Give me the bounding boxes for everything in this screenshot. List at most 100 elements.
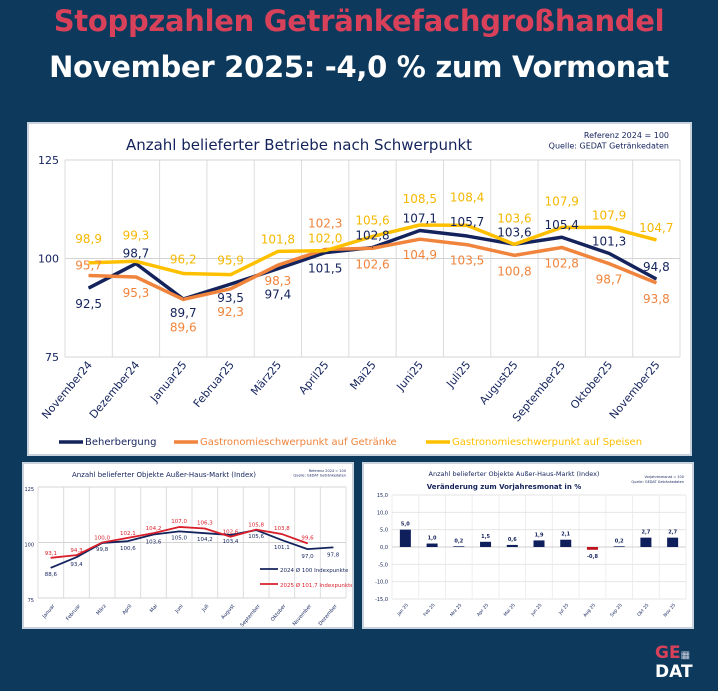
- data-point: [230, 274, 232, 276]
- y-tick-label: 100: [38, 253, 59, 266]
- data-label: 101,8: [261, 232, 295, 246]
- data-label: 94,8: [643, 260, 670, 274]
- data-label: 5,0: [401, 522, 410, 528]
- data-point: [135, 263, 137, 265]
- data-label: 103,6: [497, 211, 531, 225]
- page-subtitle: November 2025: -4,0 % zum Vormonat: [49, 50, 669, 84]
- chart-source: Quelle: GEDAT Getränkedaten: [631, 480, 684, 484]
- data-label: 102,3: [308, 216, 342, 230]
- data-point: [281, 533, 283, 535]
- data-label: 92,3: [217, 305, 244, 319]
- data-label: 103,5: [450, 254, 484, 268]
- data-label: 96,2: [170, 252, 197, 266]
- y-tick-label: 5,0: [380, 528, 388, 534]
- page-title: Stoppzahlen Getränkefachgroßhandel: [53, 4, 665, 38]
- data-label: 101,1: [274, 545, 290, 551]
- data-point: [372, 246, 373, 248]
- x-tick-label: Aug 25: [582, 602, 597, 618]
- chart-subtitle: Veränderung zum Vorjahresmonat in %: [427, 483, 582, 491]
- data-point: [307, 542, 308, 544]
- legend-label: Gastronomieschwerpunkt auf Getränke: [200, 437, 397, 448]
- data-point: [466, 235, 468, 237]
- data-point: [127, 537, 129, 539]
- x-tick-label: Nov 25: [662, 602, 677, 618]
- data-point: [277, 264, 279, 266]
- data-point: [372, 235, 373, 237]
- data-label: 107,1: [403, 212, 437, 226]
- index-chart-panel: Anzahl belieferter Objekte Außer-Haus-Ma…: [22, 462, 354, 629]
- data-label: 105,6: [248, 534, 264, 540]
- data-label: 93,5: [217, 291, 244, 305]
- bar: [533, 540, 545, 547]
- y-tick-label: 125: [38, 154, 59, 167]
- bar: [426, 543, 438, 547]
- data-point: [561, 246, 563, 248]
- data-point: [655, 282, 657, 284]
- x-tick-label: Februar25: [191, 359, 237, 410]
- data-label: 108,4: [450, 190, 484, 204]
- bar: [640, 537, 652, 547]
- data-label: 98,7: [596, 273, 623, 287]
- data-point: [88, 287, 90, 289]
- chart-note: Referenz 2024 = 100: [309, 469, 346, 473]
- data-point: [230, 536, 231, 538]
- legend-label: 2024 Ø 100 Indexpunkte: [280, 567, 349, 574]
- data-label: 100,0: [94, 536, 110, 542]
- bar: [586, 547, 598, 550]
- data-label: 97,8: [327, 552, 340, 558]
- x-tick-label: April25: [296, 359, 331, 397]
- x-tick-label: September: [239, 603, 262, 627]
- data-point: [127, 540, 129, 542]
- data-point: [281, 539, 283, 541]
- x-tick-label: März: [95, 603, 108, 616]
- data-label: 105,6: [355, 213, 389, 227]
- data-point: [76, 554, 77, 556]
- bar: [506, 544, 518, 547]
- main-chart-panel: Anzahl belieferter Betriebe nach Schwerp…: [27, 122, 692, 456]
- bar: [453, 546, 465, 547]
- data-point: [255, 529, 257, 531]
- data-point: [324, 250, 326, 252]
- data-point: [419, 238, 421, 240]
- x-tick-label: Mai 25: [503, 602, 517, 617]
- data-label: 2,7: [668, 530, 677, 536]
- data-point: [561, 226, 563, 228]
- data-label: 99,8: [96, 547, 109, 553]
- y-tick-label: 100: [24, 543, 34, 549]
- x-tick-label: Oktober25: [568, 359, 615, 412]
- data-point: [324, 252, 326, 254]
- data-point: [608, 226, 610, 228]
- bar: [399, 529, 411, 547]
- data-label: 102,6: [223, 530, 239, 536]
- bar: [613, 546, 625, 547]
- data-point: [182, 272, 184, 274]
- data-label: 102,1: [120, 531, 136, 537]
- chart-source: Quelle: GEDAT Getränkedaten: [293, 474, 346, 478]
- x-tick-label: Okt 25: [636, 602, 650, 618]
- data-point: [50, 557, 52, 559]
- x-tick-label: Januar25: [147, 359, 189, 406]
- data-label: 1,0: [428, 536, 437, 542]
- data-label: 101,5: [308, 262, 342, 276]
- data-label: 1,5: [481, 534, 490, 540]
- data-label: 104,9: [403, 248, 437, 262]
- data-label: 102,0: [308, 232, 342, 246]
- data-point: [466, 244, 468, 246]
- data-label: 0,6: [508, 537, 517, 543]
- data-label: 105,0: [171, 535, 187, 541]
- data-label: 89,6: [170, 320, 197, 334]
- data-label: 103,6: [146, 540, 162, 546]
- data-point: [324, 248, 326, 250]
- data-label: 0,2: [454, 538, 463, 544]
- data-point: [88, 274, 90, 276]
- data-label: 95,9: [217, 254, 244, 268]
- bar: [480, 541, 492, 547]
- data-label: 98,3: [265, 274, 292, 288]
- data-label: 101,3: [592, 234, 626, 248]
- data-point: [230, 288, 232, 290]
- data-point: [513, 254, 515, 256]
- x-tick-label: Dezember: [318, 603, 340, 627]
- y-tick-label: -5,0: [378, 562, 388, 568]
- data-point: [419, 230, 421, 232]
- data-label: 104,2: [146, 526, 162, 532]
